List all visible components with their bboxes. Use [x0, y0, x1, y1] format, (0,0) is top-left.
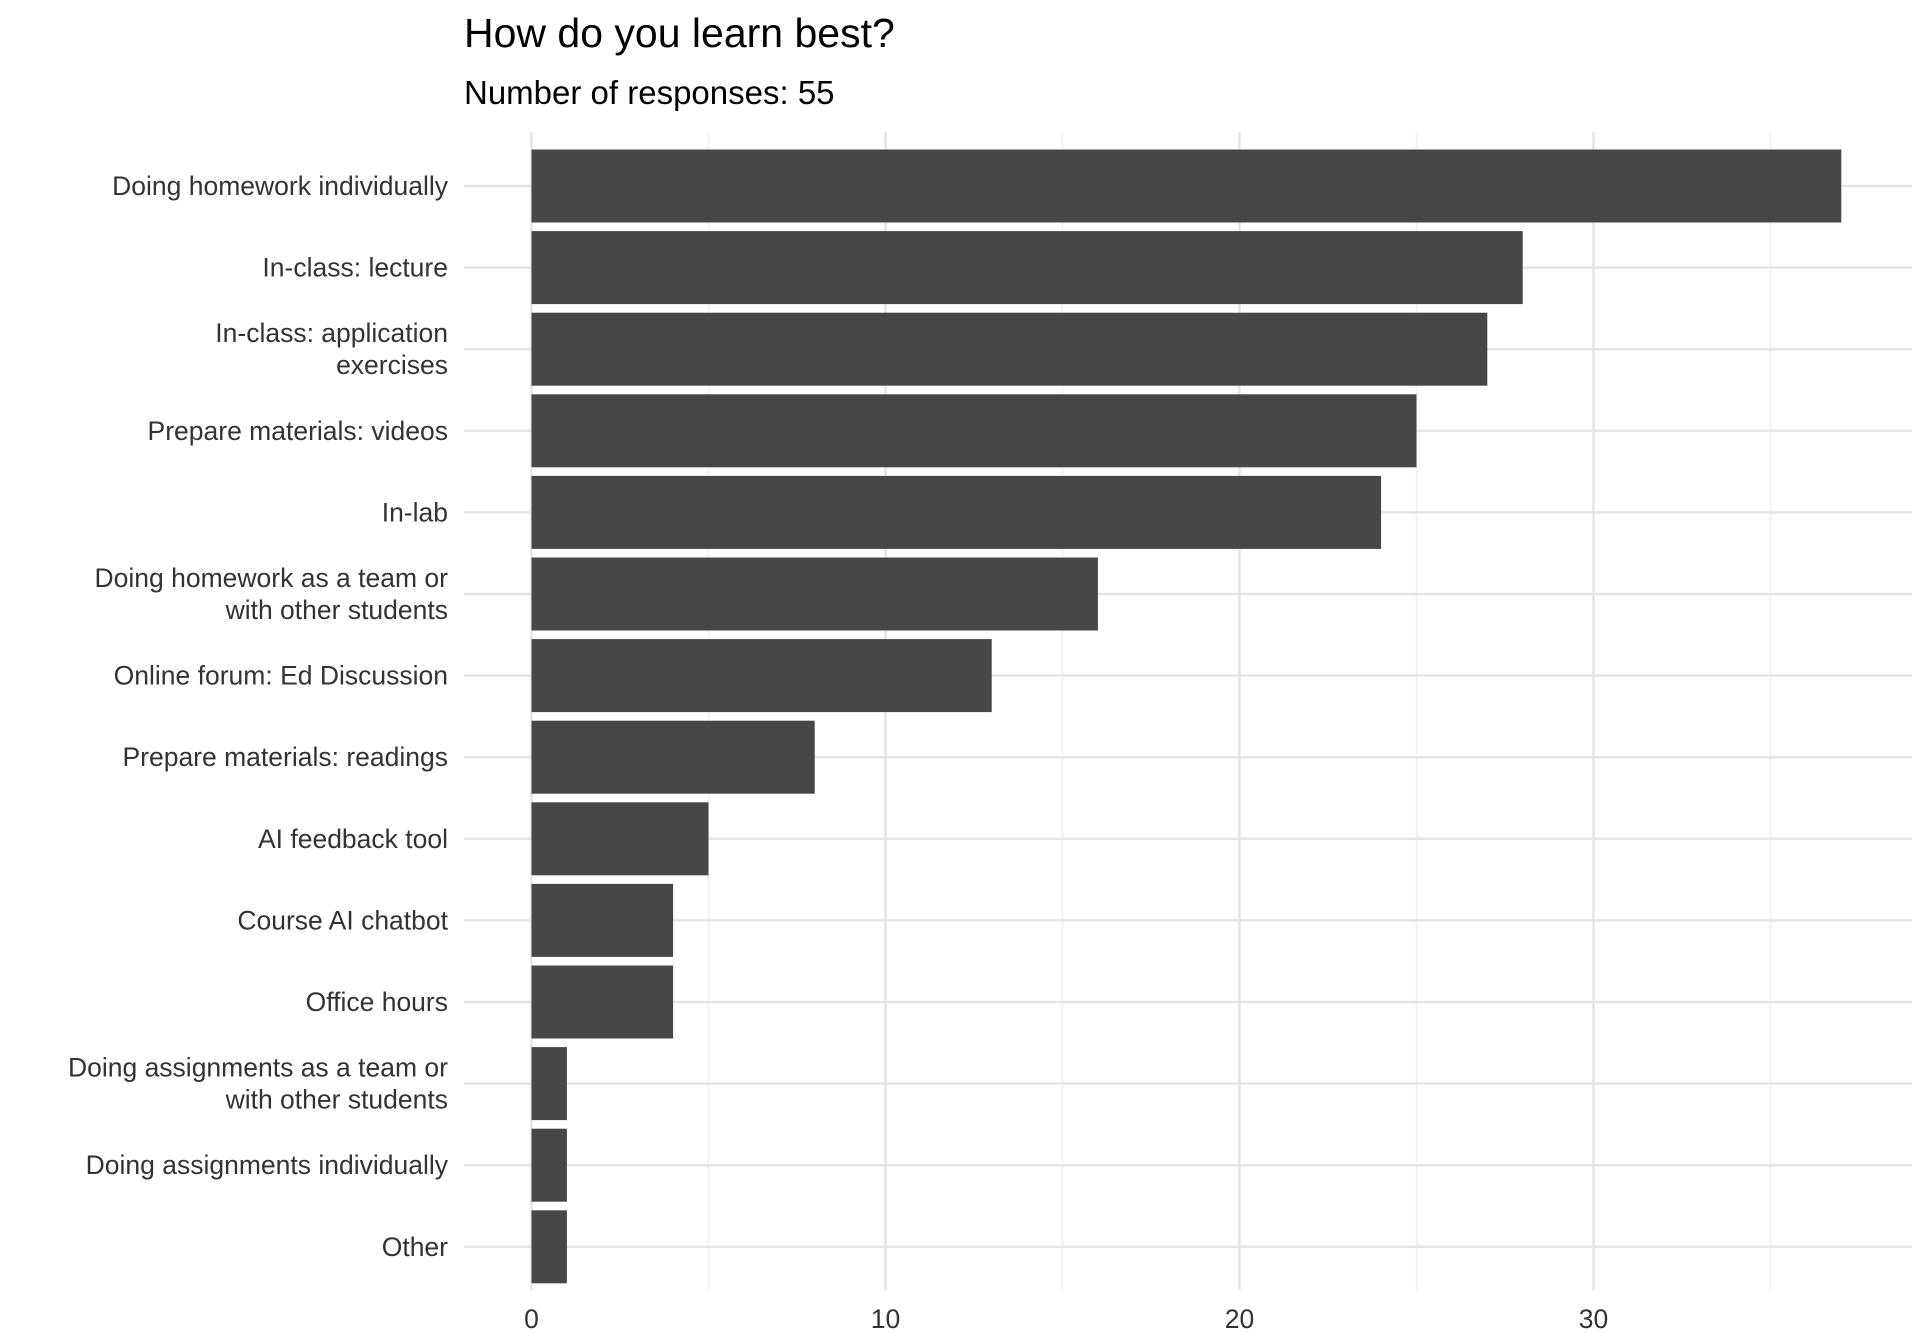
bar [531, 1210, 567, 1284]
category-label: Doing assignments individually [86, 1150, 449, 1180]
bar [531, 557, 1098, 631]
category-label: Other [382, 1232, 448, 1262]
bar [531, 1128, 567, 1202]
category-label: In-lab [382, 497, 448, 527]
bar [531, 475, 1382, 549]
x-tick-label: 0 [524, 1304, 539, 1334]
bar [531, 312, 1488, 386]
category-label: Course AI chatbot [237, 905, 448, 935]
x-tick-label: 10 [871, 1304, 900, 1334]
x-tick-label: 20 [1225, 1304, 1254, 1334]
category-label: Prepare materials: videos [148, 416, 448, 446]
bar [531, 883, 674, 957]
x-tick-label: 30 [1579, 1304, 1608, 1334]
bar [531, 639, 992, 713]
bar [531, 394, 1417, 468]
chart-subtitle: Number of responses: 55 [464, 74, 835, 111]
category-label: Prepare materials: readings [122, 742, 448, 772]
bar [531, 720, 815, 794]
category-label: AI feedback tool [258, 824, 448, 854]
chart-title: How do you learn best? [464, 10, 895, 56]
bar [531, 965, 674, 1039]
bar [531, 149, 1842, 223]
category-label: Office hours [306, 987, 448, 1017]
bar [531, 231, 1523, 305]
bar [531, 802, 709, 876]
category-label: In-class: lecture [262, 253, 448, 283]
category-label: Doing homework individually [112, 171, 449, 201]
bar [531, 1047, 567, 1121]
category-label: In-class: application exercises [215, 318, 448, 380]
category-label: Doing homework as a team or with other st… [95, 563, 449, 625]
category-label: Doing assignments as a team or with other… [68, 1053, 448, 1115]
category-label: Online forum: Ed Discussion [114, 661, 448, 691]
